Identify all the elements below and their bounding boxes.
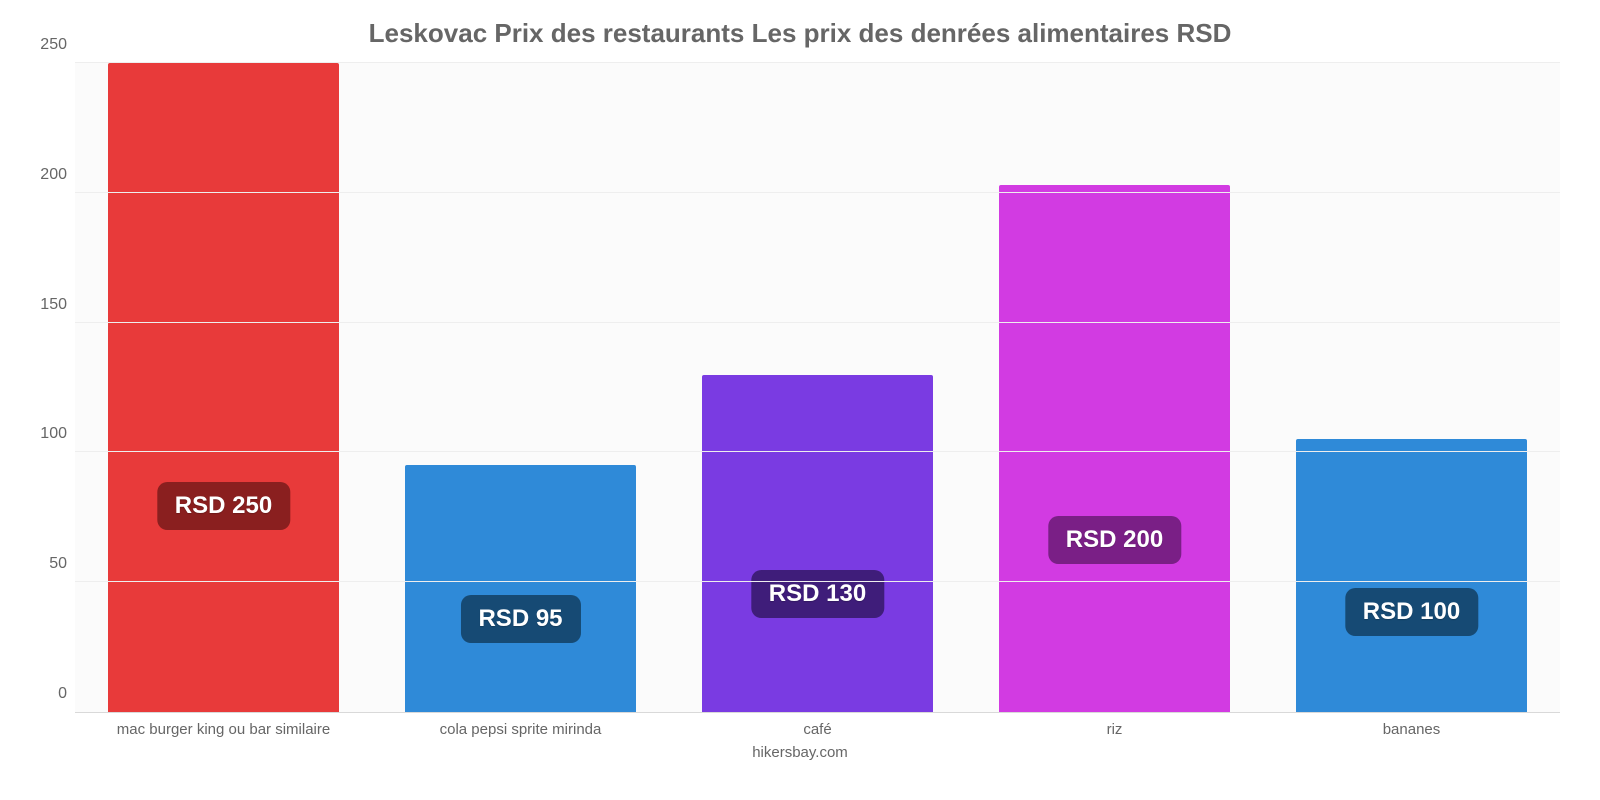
bar: RSD 250 [108, 63, 340, 712]
price-bar-chart: Leskovac Prix des restaurants Les prix d… [0, 0, 1600, 800]
value-badge: RSD 130 [751, 570, 884, 618]
y-tick-label: 250 [25, 36, 67, 54]
y-tick-label: 200 [25, 166, 67, 184]
y-tick-label: 50 [25, 555, 67, 573]
value-badge: RSD 95 [460, 595, 580, 643]
bar: RSD 95 [405, 465, 637, 712]
x-tick-label: riz [966, 713, 1263, 738]
bar: RSD 130 [702, 375, 934, 712]
value-badge: RSD 200 [1048, 516, 1181, 564]
bar-slot: RSD 130 [669, 63, 966, 712]
x-axis-labels: mac burger king ou bar similairecola pep… [75, 713, 1560, 738]
y-tick-label: 100 [25, 425, 67, 443]
value-badge: RSD 100 [1345, 588, 1478, 636]
value-badge: RSD 250 [157, 482, 290, 530]
x-tick-label: bananes [1263, 713, 1560, 738]
bar: RSD 200 [999, 185, 1231, 712]
gridline [75, 62, 1560, 63]
y-tick-label: 150 [25, 296, 67, 314]
bar: RSD 100 [1296, 439, 1528, 712]
x-tick-label: cola pepsi sprite mirinda [372, 713, 669, 738]
bar-slot: RSD 95 [372, 63, 669, 712]
x-tick-label: mac burger king ou bar similaire [75, 713, 372, 738]
chart-credit: hikersbay.com [20, 738, 1580, 761]
gridline [75, 322, 1560, 323]
plot-area: RSD 250RSD 95RSD 130RSD 200RSD 100 05010… [75, 63, 1560, 713]
gridline [75, 581, 1560, 582]
y-tick-label: 0 [25, 685, 67, 703]
x-tick-label: café [669, 713, 966, 738]
chart-title: Leskovac Prix des restaurants Les prix d… [20, 10, 1580, 63]
bar-slot: RSD 100 [1263, 63, 1560, 712]
bar-slot: RSD 250 [75, 63, 372, 712]
gridline [75, 451, 1560, 452]
bars-container: RSD 250 RSD 95 RSD 130 RSD 200 RSD 100 [75, 63, 1560, 712]
gridline [75, 192, 1560, 193]
bar-slot: RSD 200 [966, 63, 1263, 712]
